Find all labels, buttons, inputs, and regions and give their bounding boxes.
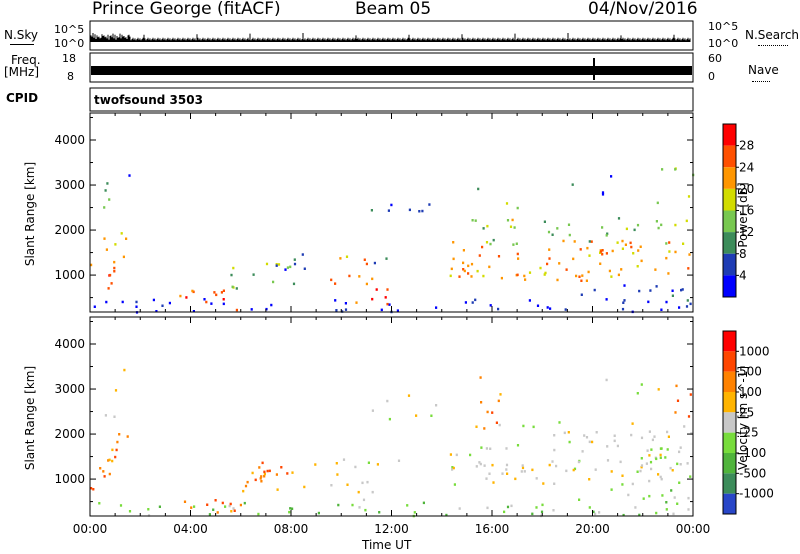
colorbar-cell <box>723 253 736 276</box>
power-axes: 1000 2000 3000 4000 <box>54 113 694 312</box>
colorbar-tick-label: 16 <box>739 204 754 218</box>
x-tick-label: 08:00 <box>274 522 309 536</box>
nsearch-underline <box>758 45 788 46</box>
power-ylabel: Slant Range [km] <box>23 161 37 267</box>
cpid-value: twofsound 3503 <box>94 93 203 107</box>
x-tick-label: 20:00 <box>575 522 610 536</box>
power-panel-frame <box>89 112 694 313</box>
colorbar-cell <box>723 371 736 392</box>
colorbar-tick-label: -25 <box>739 426 759 440</box>
freq-hi: 18 <box>62 52 76 65</box>
colorbar-cell <box>723 275 736 297</box>
nave-underline <box>752 81 770 82</box>
nsky-hi: 10^5 <box>54 23 85 36</box>
velocity-colorbar: 1000 500 100 25 -25 -100 -500 -1000 <box>722 330 774 515</box>
y-tick-label: 3000 <box>54 178 85 192</box>
velocity-axes: 1000 2000 3000 4000 00:00 04:00 08:00 12:00 16:0… <box>54 317 710 536</box>
colorbar-tick-label: 4 <box>739 268 747 282</box>
colorbar-cell <box>723 210 736 233</box>
freq-lo: 8 <box>67 70 74 83</box>
colorbar-tick-label: -100 <box>739 446 766 460</box>
colorbar-cell <box>723 473 736 494</box>
station-title: Prince George (fitACF) <box>92 0 281 19</box>
nsky-timeseries <box>90 33 691 42</box>
colorbar-cell <box>723 493 736 514</box>
cpid-label: CPID <box>6 91 39 105</box>
colorbar-tick-label: 12 <box>739 225 754 239</box>
colorbar-cell <box>723 412 736 433</box>
velocity-ylabel: Slant Range [km] <box>23 365 37 471</box>
colorbar-tick-label: 24 <box>739 160 754 174</box>
colorbar-cell <box>723 432 736 453</box>
colorbar-tick-label: -1000 <box>739 487 774 501</box>
x-tick-label: 04:00 <box>173 522 208 536</box>
nsky-label: N.Sky <box>4 28 39 42</box>
freq-panel-frame <box>89 52 694 83</box>
nave-label: Nave <box>748 63 779 77</box>
colorbar-tick-label: 500 <box>739 365 762 379</box>
nave-lo: 0 <box>708 70 715 83</box>
colorbar-cell <box>723 145 736 168</box>
cpid-panel-frame <box>89 87 694 112</box>
x-tick-label: 00:00 <box>676 522 711 536</box>
nsearch-hi: 10^5 <box>708 20 739 33</box>
x-tick-label: 00:00 <box>73 522 108 536</box>
colorbar-cell <box>723 188 736 211</box>
freq-label-b: [MHz] <box>4 65 40 79</box>
colorbar-tick-label: 1000 <box>739 344 770 358</box>
nsky-panel-frame <box>89 20 694 51</box>
colorbar-cell <box>723 453 736 474</box>
colorbar-cell <box>723 232 736 254</box>
power-colorbar: 28 24 20 16 12 8 4 <box>722 123 754 298</box>
power-colorbar-label: Power [dB] <box>736 182 750 248</box>
colorbar-tick-label: 100 <box>739 385 762 399</box>
freq-trace <box>91 66 692 75</box>
x-tick-label: 12:00 <box>374 522 409 536</box>
y-tick-label: 2000 <box>54 427 85 441</box>
colorbar-cell <box>723 331 736 352</box>
nsearch-lo: 10^0 <box>708 37 739 50</box>
freq-label-a: Freq. <box>11 53 41 67</box>
colorbar-tick-label: 28 <box>739 139 754 153</box>
y-tick-label: 1000 <box>54 268 85 282</box>
colorbar-cell <box>723 392 736 413</box>
nsky-underline <box>10 44 34 45</box>
y-tick-label: 3000 <box>54 382 85 396</box>
colorbar-tick-label: 25 <box>739 405 754 419</box>
colorbar-tick-label: 20 <box>739 182 754 196</box>
power-heatmap-data <box>90 167 695 314</box>
colorbar-cell <box>723 351 736 372</box>
x-tick-label: 16:00 <box>475 522 510 536</box>
velocity-xlabel: Time UT <box>362 538 412 552</box>
nsearch-label: N.Search <box>745 28 800 42</box>
colorbar-tick-label: 8 <box>739 247 747 261</box>
y-tick-label: 1000 <box>54 472 85 486</box>
colorbar-cell <box>723 124 736 146</box>
y-tick-label: 4000 <box>54 337 85 351</box>
y-tick-label: 4000 <box>54 133 85 147</box>
beam-label: Beam 05 <box>355 0 432 19</box>
colorbar-tick-label: -500 <box>739 466 766 480</box>
y-tick-label: 2000 <box>54 223 85 237</box>
nave-hi: 60 <box>708 52 722 65</box>
nsky-trace <box>90 33 691 42</box>
nsky-lo: 10^0 <box>54 37 85 50</box>
velocity-panel-frame <box>89 316 694 517</box>
velocity-colorbar-label: Velocity [m s^-1] <box>736 365 750 471</box>
velocity-heatmap-data <box>90 368 693 518</box>
colorbar-frame <box>722 330 737 515</box>
freq-timeseries <box>91 58 692 80</box>
date-label: 04/Nov/2016 <box>588 0 698 19</box>
colorbar-cell <box>723 167 736 189</box>
